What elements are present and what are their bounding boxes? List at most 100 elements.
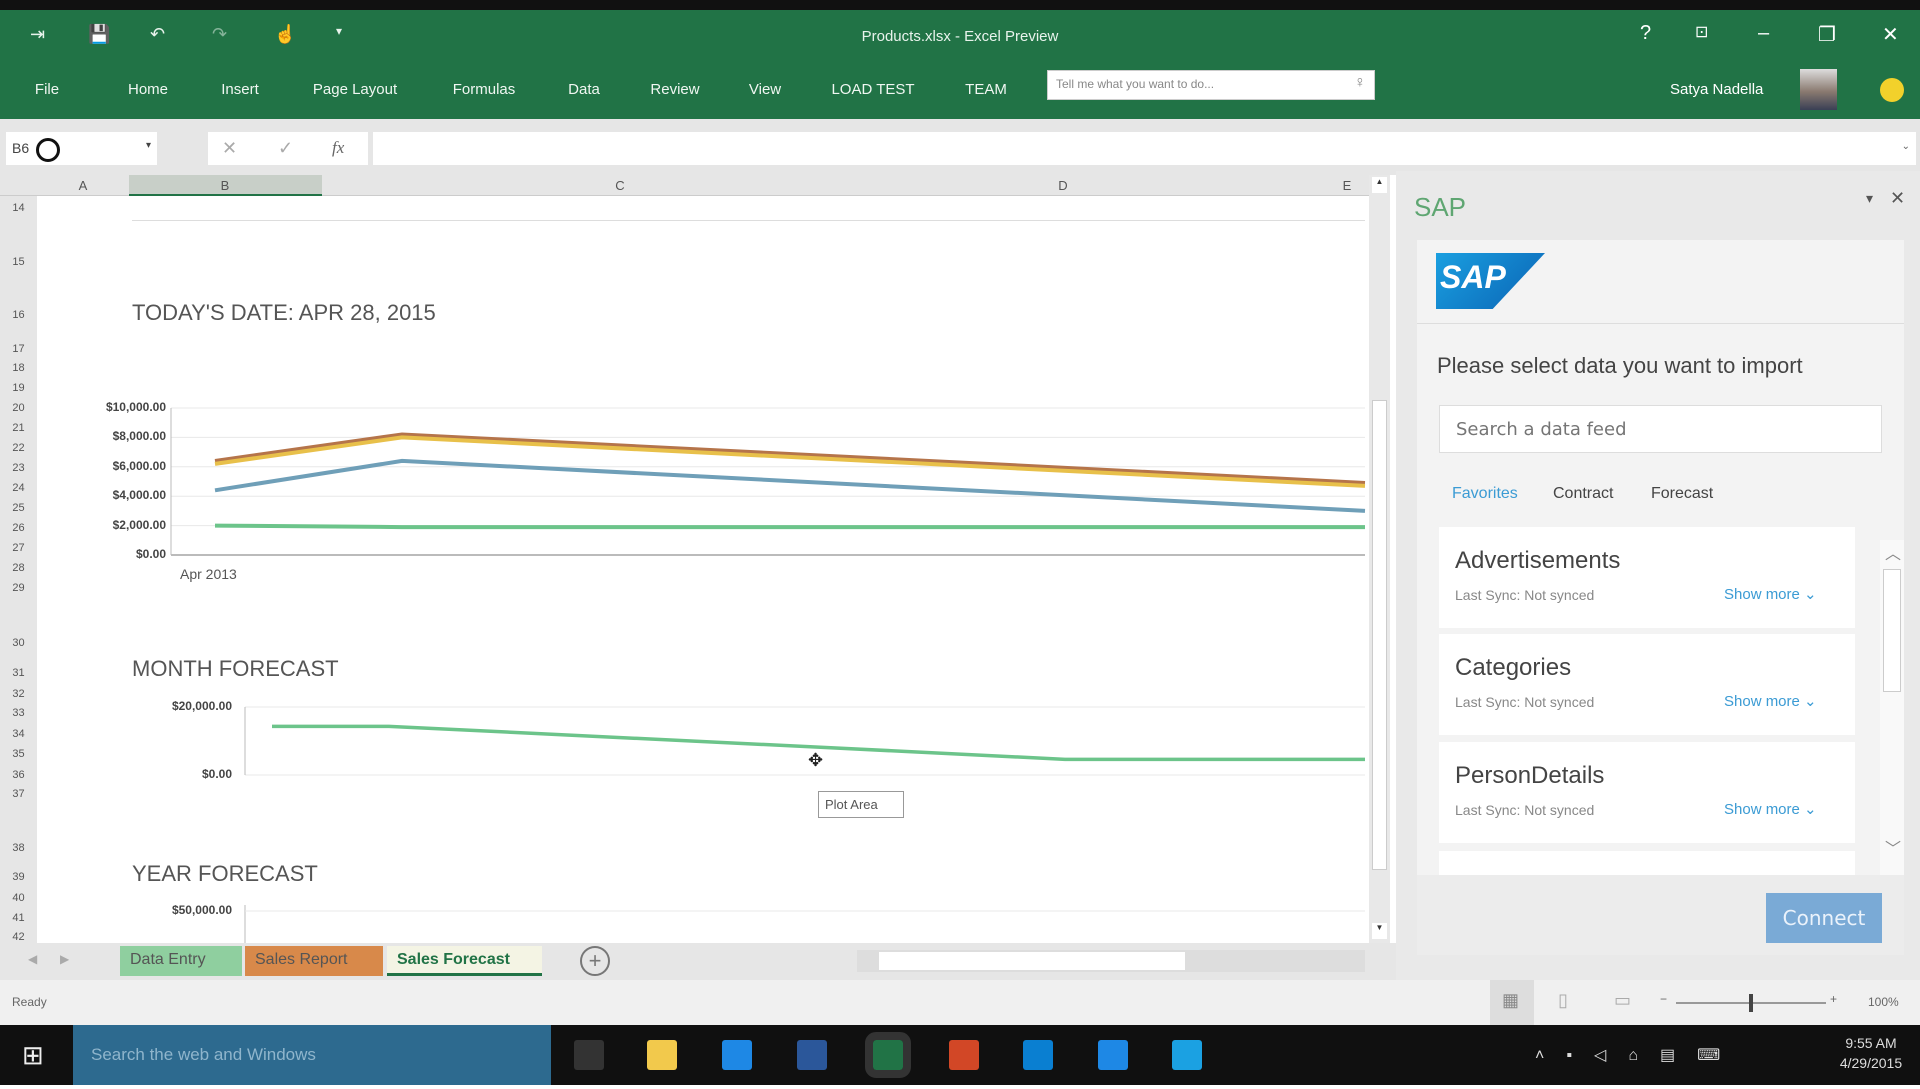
row-number[interactable]: 40 (12, 892, 25, 904)
user-name[interactable]: Satya Nadella (1670, 81, 1764, 98)
name-box[interactable]: B6 ▾ (6, 132, 157, 165)
expand-formula-icon[interactable]: ⌄ (1901, 141, 1910, 152)
column-header-c[interactable]: C (615, 178, 625, 193)
row-number[interactable]: 23 (12, 462, 25, 474)
scroll-down-chevron-icon[interactable]: ﹀ (1885, 841, 1902, 858)
cancel-icon[interactable]: ✕ (222, 138, 238, 158)
row-number[interactable]: 20 (12, 402, 25, 414)
pane-close-icon[interactable]: ✕ (1890, 188, 1906, 208)
formula-input[interactable]: ⌄ (373, 132, 1916, 165)
row-number[interactable]: 14 (12, 202, 25, 214)
store-icon[interactable] (1098, 1040, 1128, 1070)
sheet-tab-data-entry[interactable]: Data Entry (120, 946, 242, 976)
row-number[interactable]: 31 (12, 667, 25, 679)
undo-icon[interactable]: ↶ (150, 24, 166, 44)
column-header-b[interactable]: B (220, 178, 230, 193)
feedback-smiley-icon[interactable] (1880, 78, 1904, 102)
row-number[interactable]: 18 (12, 362, 25, 374)
sheet-tab-sales-report[interactable]: Sales Report (245, 946, 383, 976)
ribbon-tab-team[interactable]: TEAM (965, 81, 1007, 98)
outlook-icon[interactable] (722, 1040, 752, 1070)
row-number[interactable]: 27 (12, 542, 25, 554)
ribbon-tab-page-layout[interactable]: Page Layout (312, 81, 398, 98)
taskbar-search[interactable]: Search the web and Windows (73, 1025, 551, 1085)
row-number[interactable]: 36 (12, 769, 25, 781)
row-number[interactable]: 39 (12, 871, 25, 883)
autosave-icon[interactable]: ⇥ (30, 24, 46, 44)
connect-button[interactable]: Connect (1766, 893, 1882, 943)
chevron-down-icon[interactable]: ▾ (145, 140, 151, 151)
column-header-e[interactable]: E (1342, 178, 1352, 193)
row-number[interactable]: 34 (12, 728, 25, 740)
horizontal-scrollbar[interactable] (857, 950, 1365, 972)
data-feed-search-input[interactable] (1439, 405, 1882, 453)
row-number[interactable]: 19 (12, 382, 25, 394)
pane-scroll-thumb[interactable] (1883, 569, 1901, 692)
row-number[interactable]: 15 (12, 256, 25, 268)
customize-qat-icon[interactable]: ▾ (336, 24, 343, 38)
touch-mode-icon[interactable]: ☝ (274, 24, 297, 44)
charts-layer[interactable] (0, 0, 1370, 943)
zoom-in-button[interactable]: + (1830, 992, 1838, 1006)
data-feed-item[interactable]: Categories Last Sync: Not synced Show more… (1439, 634, 1855, 735)
ribbon-tab-file[interactable]: File (34, 81, 60, 98)
row-number[interactable]: 42 (12, 931, 25, 943)
help-button[interactable]: ? (1640, 22, 1652, 44)
enter-icon[interactable]: ✓ (278, 138, 294, 158)
minimize-button[interactable]: – (1758, 22, 1770, 44)
ribbon-tab-review[interactable]: Review (650, 81, 700, 98)
redo-icon[interactable]: ↷ (212, 24, 228, 44)
zoom-slider-thumb[interactable] (1749, 994, 1753, 1012)
row-number[interactable]: 28 (12, 562, 25, 574)
ribbon-tab-insert[interactable]: Insert (221, 81, 259, 98)
vertical-scroll-thumb[interactable] (1372, 400, 1387, 870)
close-button[interactable]: ✕ (1882, 24, 1899, 46)
worksheet-grid[interactable] (37, 196, 1369, 943)
zoom-level[interactable]: 100% (1868, 995, 1899, 1009)
zoom-out-button[interactable]: − (1660, 992, 1668, 1006)
file-explorer-icon[interactable] (647, 1040, 677, 1070)
row-number[interactable]: 32 (12, 688, 25, 700)
row-number[interactable]: 35 (12, 748, 25, 760)
column-b-selected[interactable] (129, 175, 322, 196)
row-number[interactable]: 17 (12, 343, 25, 355)
windows-start-icon[interactable]: ⊞ (22, 1040, 44, 1070)
page-layout-view-icon[interactable]: ▯ (1558, 990, 1568, 1010)
row-number[interactable]: 26 (12, 522, 25, 534)
restore-button[interactable]: ❐ (1818, 24, 1836, 46)
scroll-up-icon[interactable]: ▲ (1372, 177, 1387, 193)
prev-sheet-icon[interactable]: ◀ (28, 952, 38, 966)
row-number[interactable]: 21 (12, 422, 25, 434)
row-number[interactable]: 22 (12, 442, 25, 454)
show-more-link[interactable]: Show more ⌄ (1724, 586, 1817, 603)
normal-view-button[interactable]: ▦ (1490, 980, 1534, 1025)
next-sheet-icon[interactable]: ▶ (60, 952, 70, 966)
add-sheet-button[interactable]: + (580, 946, 610, 976)
show-more-link[interactable]: Show more ⌄ (1724, 693, 1817, 710)
column-header-d[interactable]: D (1058, 178, 1068, 193)
column-header-a[interactable]: A (78, 178, 88, 193)
row-number[interactable]: 41 (12, 912, 25, 924)
word-icon[interactable] (797, 1040, 827, 1070)
scroll-down-icon[interactable]: ▼ (1372, 923, 1387, 939)
row-number[interactable]: 16 (12, 309, 25, 321)
sheet-tab-sales-forecast[interactable]: Sales Forecast (387, 946, 542, 976)
ribbon-display-icon[interactable]: ⊡ (1695, 24, 1709, 41)
show-more-link[interactable]: Show more ⌄ (1724, 801, 1817, 818)
powerpoint-icon[interactable] (949, 1040, 979, 1070)
page-break-view-icon[interactable]: ▭ (1614, 990, 1632, 1010)
pane-tab-favorites[interactable]: Favorites (1452, 485, 1518, 502)
ribbon-tab-view[interactable]: View (748, 81, 782, 98)
ribbon-tab-load-test[interactable]: LOAD TEST (831, 81, 915, 98)
user-avatar[interactable] (1800, 69, 1837, 110)
data-feed-item[interactable]: PersonDetails Last Sync: Not synced Show m… (1439, 742, 1855, 843)
pane-tab-forecast[interactable]: Forecast (1651, 485, 1714, 502)
edge-icon[interactable] (1172, 1040, 1202, 1070)
insert-function-icon[interactable]: fx (332, 138, 345, 157)
row-number[interactable]: 38 (12, 842, 25, 854)
ribbon-tab-formulas[interactable]: Formulas (452, 81, 516, 98)
row-number[interactable]: 24 (12, 482, 25, 494)
data-feed-item[interactable]: Advertisements Last Sync: Not synced Show … (1439, 527, 1855, 628)
pane-options-icon[interactable]: ▾ (1866, 190, 1874, 206)
row-number[interactable]: 25 (12, 502, 25, 514)
